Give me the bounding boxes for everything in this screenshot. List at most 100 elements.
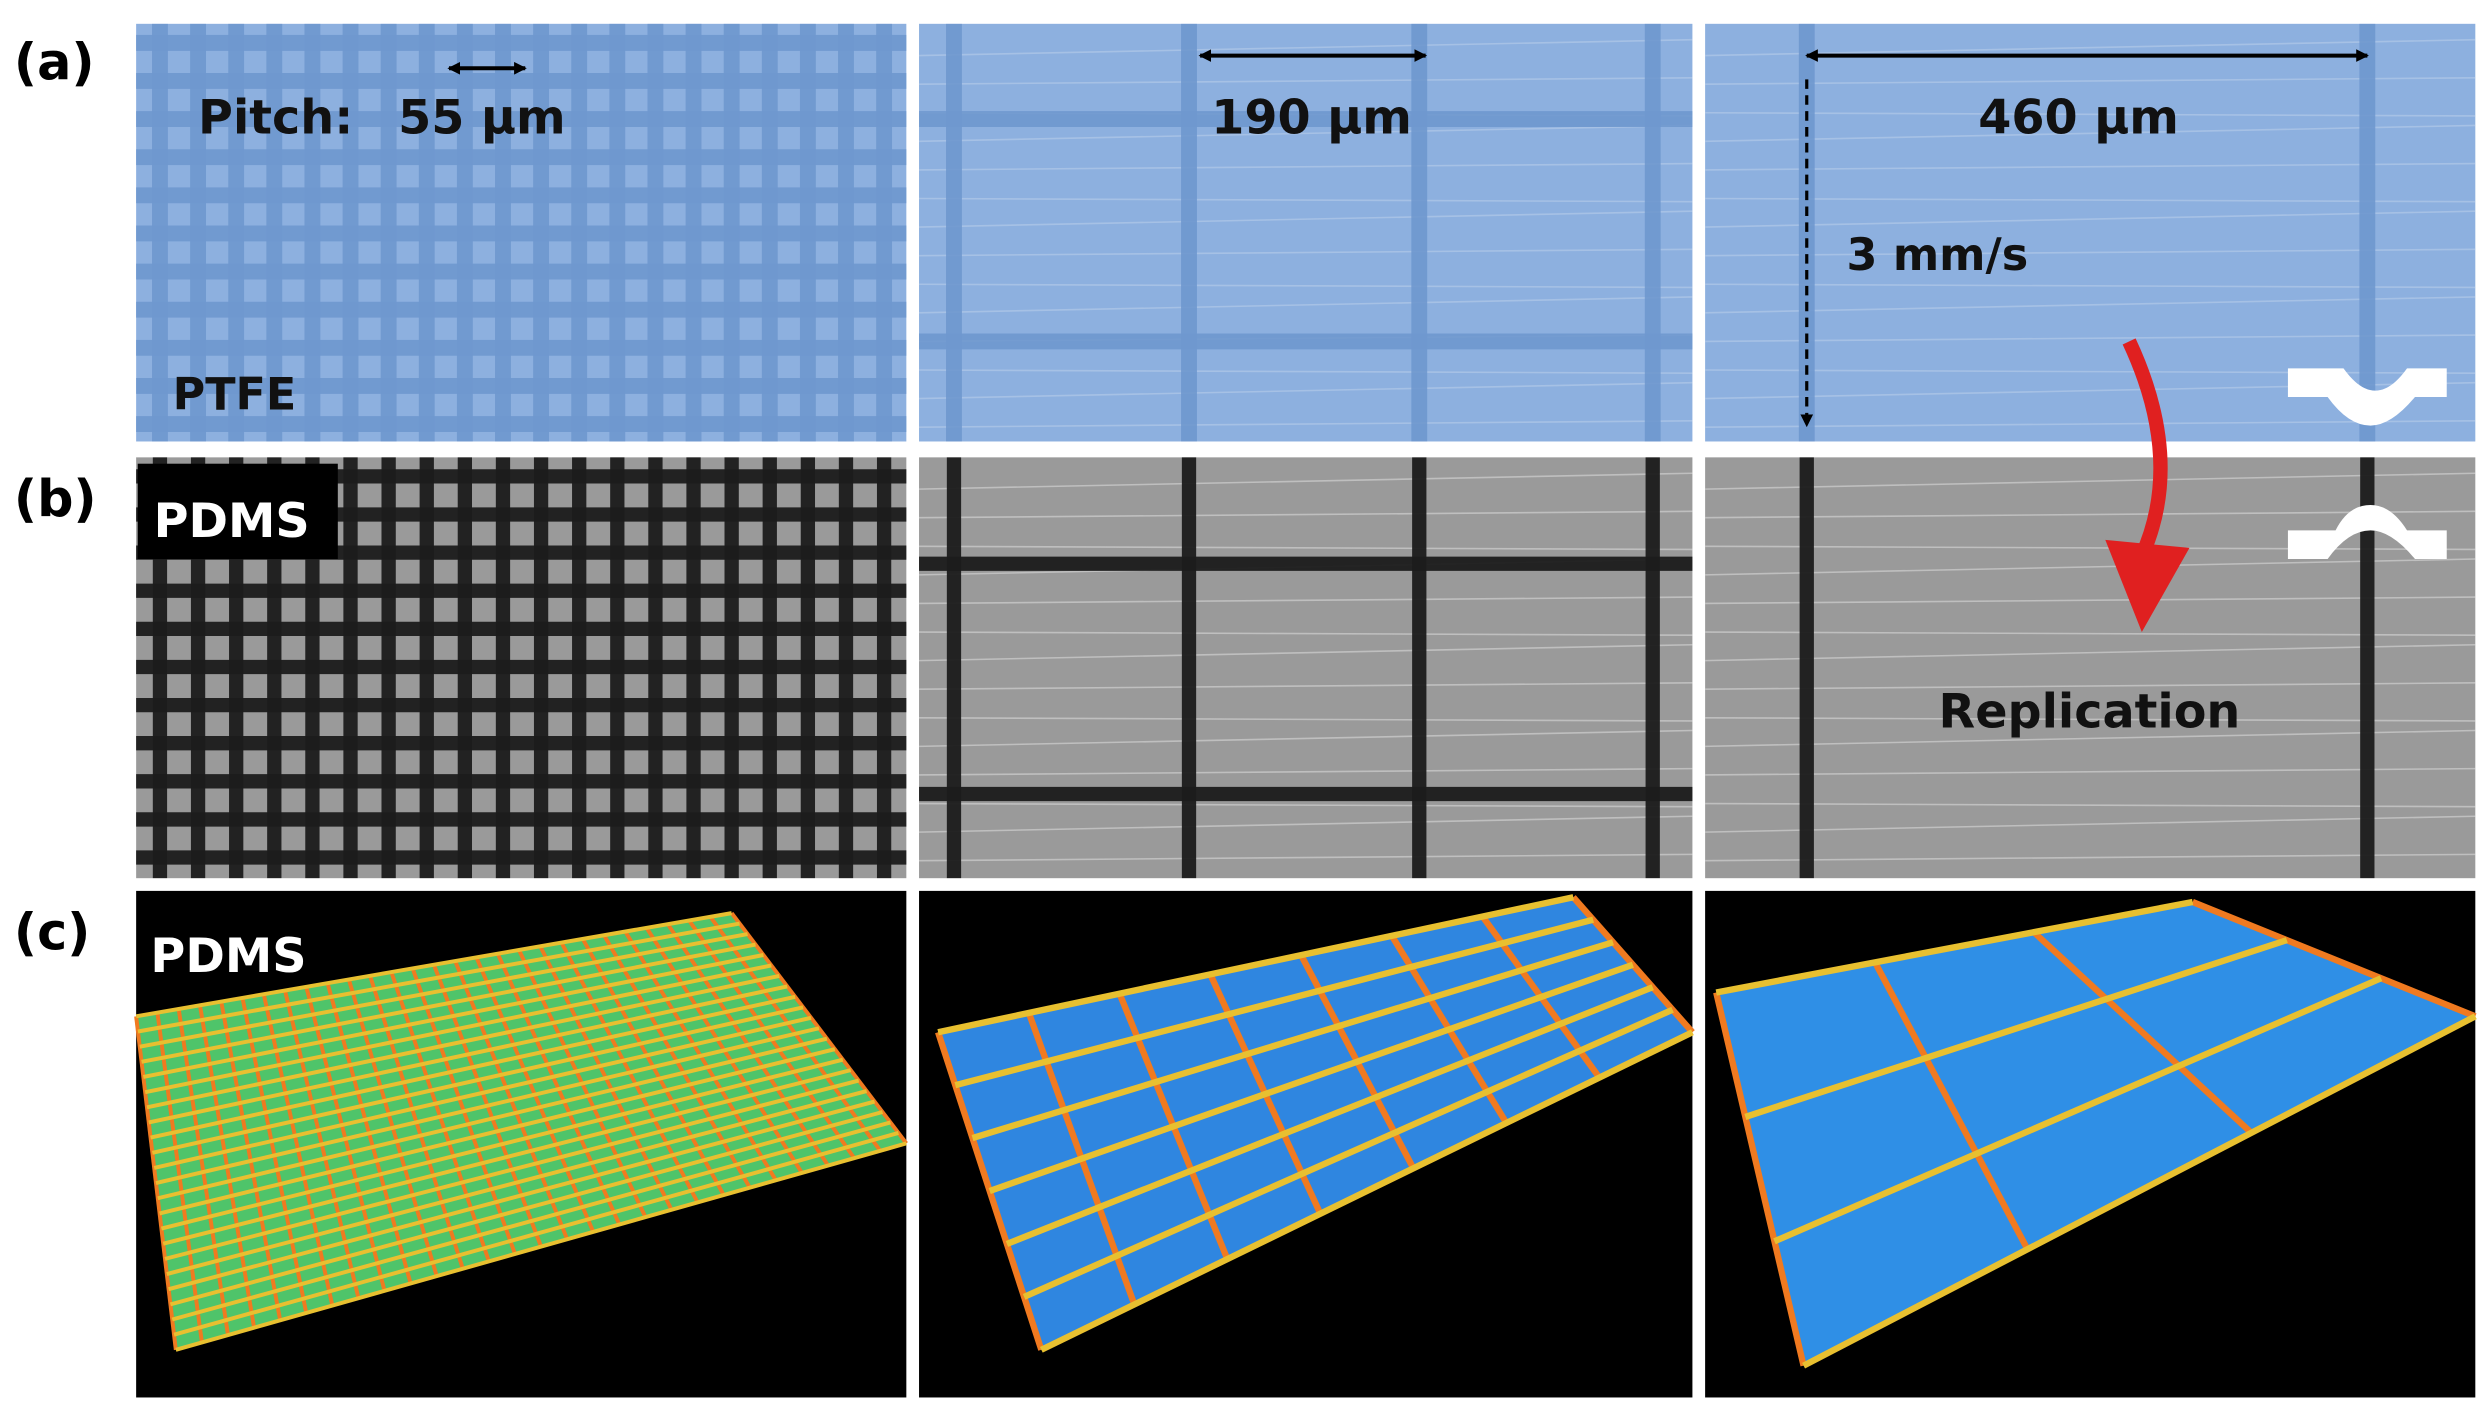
scratch [919,729,1693,748]
scratch [1705,334,2476,343]
scratch [1705,77,2476,85]
replication-arrow [2122,338,2168,559]
pitch-value: 190 μm [1211,90,1412,145]
profile-wall [160,1057,844,1231]
scratch [1705,369,2476,374]
scratch [1705,111,2476,117]
scratch [1705,283,2476,289]
profile-wall [162,1068,852,1246]
scratch [919,162,1693,171]
scratch [919,716,1693,722]
scratch [1705,853,2476,862]
annotation: Replication [1939,684,2241,739]
scratch [1705,510,2476,519]
profile-wall [148,984,788,1125]
panel-label: (a) [14,32,95,91]
scratch [1705,420,2476,428]
profile-wall [1744,937,2288,1120]
scratch [1705,767,2476,776]
material-label: PDMS [150,929,306,984]
scratch [919,545,1693,551]
scratch [1705,802,2476,808]
profile-wall [151,1005,804,1155]
micrograph [919,23,1693,442]
profile-wall [142,953,764,1079]
scratch [919,283,1693,289]
profile-wall [169,1110,884,1307]
material-label: PTFE [173,370,297,421]
profile-wall [954,916,1594,1089]
profile-surface [136,913,907,1350]
scratch [919,682,1693,691]
profile-wall [150,994,796,1140]
profile-wall [159,1047,836,1216]
profile-wall [173,1131,899,1337]
scratch [919,631,1693,637]
scratch [1705,197,2476,203]
scratch [1705,631,2476,637]
scratch [919,510,1693,519]
scratch [1705,545,2476,551]
profile-wall [1713,991,1807,1367]
profile-wall [141,942,756,1064]
profile-wall [137,921,740,1034]
pitch-label: Pitch: [198,90,353,145]
profile-wall [2191,899,2477,1020]
scratch [919,369,1693,374]
profile-wall [988,961,1634,1195]
label-box [137,463,338,559]
scratch [919,815,1693,833]
profile-wall [166,1089,868,1276]
profile-wall [168,1099,876,1292]
scratch [1705,210,2476,228]
scratch [1705,596,2476,605]
scratch [1705,643,2476,662]
profile-wall [1039,1029,1694,1353]
scratch [919,381,1693,400]
profile-wall [1022,1006,1674,1300]
scratch [919,210,1693,228]
profile-wall [1715,898,2194,996]
profile-wall [157,1036,828,1201]
scratch [1705,248,2476,257]
profile-wall [937,894,1574,1036]
profile-wall [1005,984,1654,1247]
profile-wall [153,1015,812,1170]
profile-wall [171,1120,891,1322]
pitch-value: 460 μm [1978,90,2179,145]
material-label: PDMS [154,494,310,549]
scratch [919,197,1693,203]
scratch [919,248,1693,257]
mold-symbol [2287,368,2447,426]
profile-wall [971,939,1614,1142]
profile-wall [164,1078,860,1261]
scratch [919,596,1693,605]
scratch [919,472,1693,490]
scratch [919,77,1693,85]
scratch [919,767,1693,776]
annotations: (a) (b) (c) Pitch: 55 μm 190 μm 460 μm 3… [14,32,2447,984]
profile-wall [139,932,748,1049]
scratch [1705,716,2476,722]
profile-wall [144,963,772,1095]
profile-wall [1872,960,2031,1251]
scratch [919,124,1693,143]
scratch [1705,815,2476,833]
replica-symbol [2287,504,2447,559]
profile-wall [2031,929,2254,1136]
scratch [1705,124,2476,143]
scratch [919,853,1693,862]
micrograph [919,457,1693,879]
replication-arrowhead [2105,539,2190,633]
profile-wall [175,1141,907,1352]
profile-wall [1773,975,2383,1245]
scratch [919,38,1693,57]
panels [134,23,2477,1398]
profile-wall [135,911,732,1019]
scratch [919,643,1693,662]
scratch [919,802,1693,808]
scratch [1705,472,2476,490]
profile-wall [146,973,780,1110]
